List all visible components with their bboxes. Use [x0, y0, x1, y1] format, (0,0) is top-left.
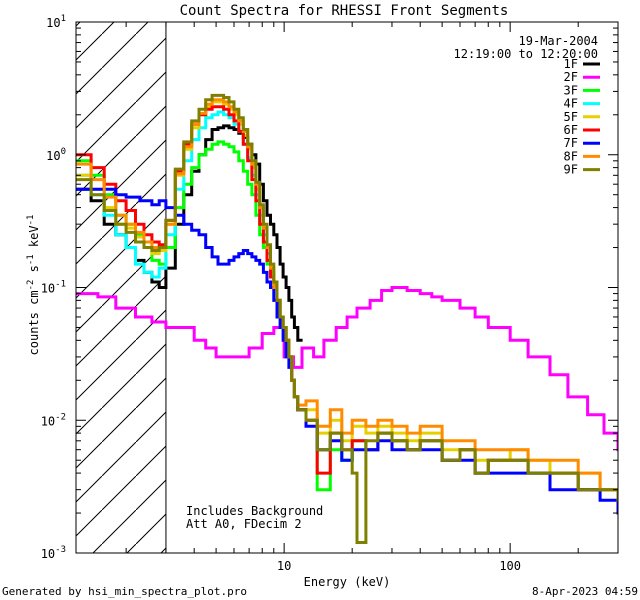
date-label: 19-Mar-2004	[519, 34, 598, 48]
time-range-label: 12:19:00 to 12:20:00	[454, 47, 599, 61]
annotation-attenuator: Att A0, FDecim 2	[186, 517, 302, 531]
axis-group: 10 100 10-3 10-2 10-1 100 101	[41, 14, 619, 573]
series-line-2F	[76, 286, 618, 452]
legend-label-2F: 2F	[564, 70, 578, 84]
y-tick-label: 10-2	[41, 412, 66, 428]
y-axis-label: counts cm-2 s-1 keV-1	[26, 215, 41, 356]
footer-generated-by: Generated by hsi_min_spectra_plot.pro	[2, 585, 247, 598]
y-tick-label: 100	[46, 147, 66, 163]
series-line-8F	[76, 98, 618, 492]
footer-timestamp: 8-Apr-2023 04:59	[532, 585, 638, 598]
legend-label-3F: 3F	[564, 83, 578, 97]
legend-label-5F: 5F	[564, 110, 578, 124]
chart-title: Count Spectra for RHESSI Front Segments	[180, 3, 509, 19]
x-tick-label: 10	[277, 559, 291, 573]
y-tick-label: 10-3	[41, 545, 66, 561]
legend-label-8F: 8F	[564, 149, 578, 163]
annotation-background: Includes Background	[186, 504, 323, 518]
y-tick-label: 10-1	[41, 280, 66, 296]
series-line-9F	[76, 93, 618, 544]
legend-label-7F: 7F	[564, 136, 578, 150]
x-tick-label: 100	[499, 559, 521, 573]
series-group	[76, 93, 618, 544]
x-axis-label: Energy (keV)	[304, 575, 391, 589]
attenuator-hatch-region	[76, 22, 166, 553]
legend-label-4F: 4F	[564, 97, 578, 111]
legend-label-1F: 1F	[564, 57, 578, 71]
legend-label-6F: 6F	[564, 123, 578, 137]
y-tick-label: 101	[46, 14, 66, 30]
legend-label-9F: 9F	[564, 163, 578, 177]
